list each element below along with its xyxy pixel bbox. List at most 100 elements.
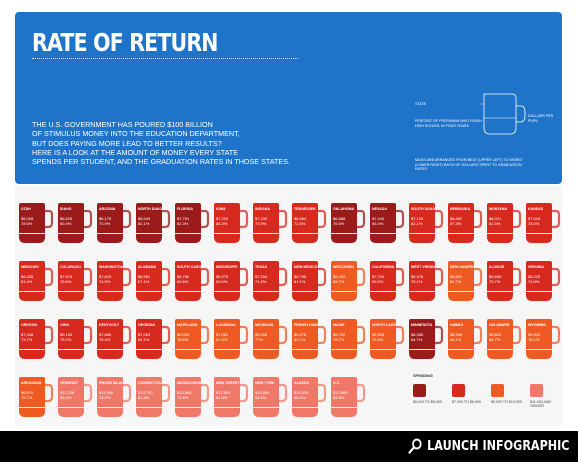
title-divider [32,58,298,59]
legend-item: $11,000 AND HIGHER [530,384,562,409]
mug-graduation-value: 67.1% [138,279,150,284]
mug-spending-value: $9,055 [255,332,268,337]
search-icon [408,438,423,454]
state-mug: ARIZONA $6,176 70.9% [96,203,144,251]
state-mug: NORTH DAKOTA $8,949 82.1% [135,203,183,251]
mug-spending-value: $6,564 [294,216,307,221]
mug-graduation-value: 78.0% [528,221,540,226]
state-mug: GEORGIA $7,063 64.1% [135,319,183,367]
legend-label: $7,000 TO $8,999 [452,400,481,404]
state-mug: PENNSYLVANIA $9,475 82.1% [291,319,339,367]
mug-graduation-value: 76.1% [528,337,540,342]
mug-shape [214,261,249,301]
state-mug: VIRGINIA $8,225 74.5% [525,261,573,309]
mug-graduation-value: 74.9% [99,279,111,284]
mug-spending-value: $9,665 [489,274,502,279]
mug-shape [19,261,54,301]
mug-spending-value: $8,452 [450,216,463,221]
mug-graduation-value: 62.3% [177,221,189,226]
mug-graduation-value: 81.7% [450,279,462,284]
mug-graduation-value: 84.7% [411,337,423,342]
mug-spending-value: $8,021 [489,216,502,221]
mug-shape [331,377,366,417]
key-note: MUGS ARE ARRANGED FROM BEST (UPPER LEFT)… [415,158,523,171]
mug-shape [448,203,483,243]
state-mug: MAINE $9,762 78.7% [330,319,378,367]
mug-graduation-value: 76.6% [60,279,72,284]
legend-swatch [452,384,465,397]
mug-shape [292,319,327,359]
mug-state-label: TENNESSEE [294,207,316,211]
legend-label: $9,000 TO $10,999 [491,400,522,404]
mug-spending-value: $10,830 [294,390,309,395]
mug-spending-value: $14,093 [255,390,270,395]
mug-graduation-value: 78.7% [333,337,345,342]
intro-line: HERE IS A LOOK AT THE AMOUNT OF MONEY EV… [32,147,239,157]
key-state-label: STATE [415,102,427,106]
mug-spending-value: $8,368 [411,332,424,337]
mug-spending-value: $7,348 [21,332,34,337]
state-mug: MISSOURI $6,335 81.4% [18,261,66,309]
state-mug: D.C. $12,860 68.8% [330,377,378,425]
mug-shape [253,261,288,301]
mug-state-label: NEW MEXICO [294,265,318,269]
mug-shape [409,203,444,243]
mug-graduation-value: 75.1% [411,279,423,284]
mug-graduation-value: 78.4% [99,395,111,400]
state-mug: NEW HAMPSHIRE $9,801 81.7% [447,261,495,309]
mug-state-label: INDIANA [255,207,270,211]
launch-label: LAUNCH INFOGRAPHIC [427,438,570,454]
mug-spending-value: $12,981 [216,390,231,395]
mug-spending-value: $7,063 [216,332,229,337]
mug-spending-value: $6,176 [99,216,112,221]
state-mug: LOUISIANA $7,063 61.3% [213,319,261,367]
mug-shape [58,377,93,417]
mug-shape [214,203,249,243]
state-mug: INDIANA $7,333 73.9% [252,203,300,251]
mug-spending-value: $5,008 [21,216,34,221]
footer-bar: LAUNCH INFOGRAPHIC [0,431,578,462]
mug-state-label: NORTH CAROLINA [372,323,405,327]
mug-state-label: IOWA [216,207,226,211]
mug-shape [331,319,366,359]
state-mug: WEST VIRGINIA $6,476 75.1% [408,261,456,309]
mug-state-label: DELAWARE [489,323,510,327]
mug-graduation-value: 72.8% [372,337,384,342]
mug-spending-value: $10,860 [177,390,192,395]
mug-spending-value: $7,704 [372,274,385,279]
mug-graduation-value: 76.4% [99,337,111,342]
mug-graduation-value: 76.6% [333,221,345,226]
legend-label: $11,000 AND HIGHER [530,400,552,409]
mug-spending-value: $9,475 [294,332,307,337]
state-mug: TEXAS $7,054 71.6% [252,261,300,309]
mug-spending-value: $7,333 [255,216,268,221]
mug-graduation-value: 73.9% [255,221,267,226]
mug-state-label: VERMONT [60,381,78,385]
mug-state-label: KANSAS [528,207,544,211]
mug-shape [331,261,366,301]
mug-state-label: OREGON [21,323,37,327]
state-mug: NEBRASKA $8,452 87.3% [447,203,495,251]
mug-spending-value: $6,625 [60,216,73,221]
mug-spending-value: $7,203 [216,216,229,221]
mug-shape [448,261,483,301]
mug-state-label: NEW HAMPSHIRE [450,265,481,269]
spending-legend: SPENDING $5,000 TO $6,999 $7,000 TO $8,9… [413,374,553,424]
launch-infographic-button[interactable]: LAUNCH INFOGRAPHIC [408,438,570,454]
mug-graduation-value: 61.3% [216,337,228,342]
mug-graduation-value: 66.5% [294,395,306,400]
state-mug: NORTH CAROLINA $6,943 72.8% [369,319,417,367]
state-mug: ALASKA $10,830 66.5% [291,377,339,425]
state-mug: TENNESSEE $6,564 72.6% [291,203,339,251]
mug-graduation-value: 61.1% [294,279,306,284]
mug-spending-value: $9,155 [60,332,73,337]
mug-state-label: MASSACHUSETTS [177,381,210,385]
mug-shape [370,261,405,301]
mug-shape [253,203,288,243]
mug-spending-value: $6,476 [411,274,424,279]
mug-spending-value: $7,125 [411,216,424,221]
legend-swatch [530,384,543,397]
mug-shape [19,203,54,243]
mug-graduation-value: 70.9% [99,221,111,226]
mug-graduation-value: 73.7% [21,337,33,342]
